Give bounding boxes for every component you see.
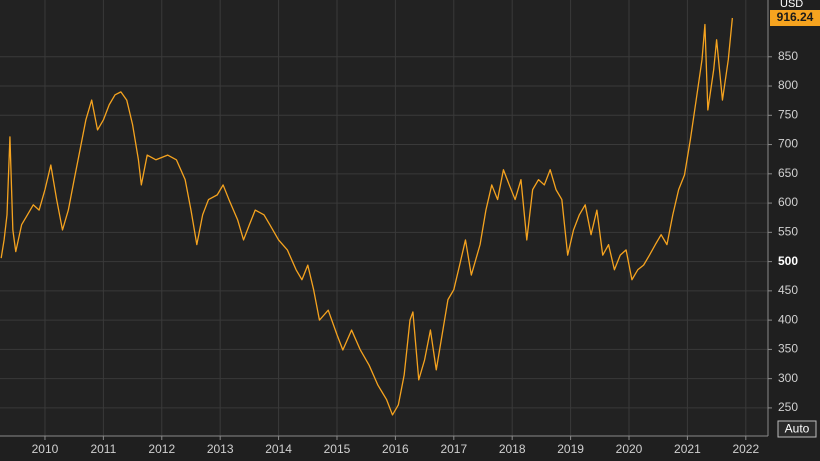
x-tick-label: 2011 [90, 442, 116, 456]
x-tick-label: 2020 [616, 442, 643, 456]
y-tick-label: 350 [778, 342, 798, 356]
x-tick-label: 2015 [324, 442, 351, 456]
y-tick-label: 450 [778, 283, 798, 297]
x-tick-label: 2021 [674, 442, 701, 456]
x-tick-label: 2017 [440, 442, 467, 456]
axis-label: USD [780, 0, 803, 10]
x-tick-label: 2016 [382, 442, 409, 456]
auto-button[interactable] [777, 420, 817, 438]
y-tick-label: 800 [778, 78, 798, 92]
last-value-badge [770, 10, 820, 27]
x-tick-label: 2012 [148, 442, 175, 456]
y-tick-label: 850 [778, 49, 798, 63]
plot-area [0, 0, 768, 436]
x-tick-label: 2018 [499, 442, 526, 456]
y-tick-label: 550 [778, 225, 798, 239]
y-tick-label: 300 [778, 371, 798, 385]
x-tick-label: 2013 [207, 442, 234, 456]
y-tick-label: 400 [778, 312, 798, 326]
x-tick-label: 2010 [32, 442, 59, 456]
last-value-label: 916.24 [777, 10, 814, 24]
y-tick-label: 600 [778, 195, 798, 209]
price-line [0, 17, 734, 416]
y-tick-label: 650 [778, 166, 798, 180]
x-tick-label: 2014 [265, 442, 292, 456]
auto-button-label[interactable]: Auto [785, 422, 810, 436]
x-tick-label: 2019 [557, 442, 584, 456]
y-tick-label: 500 [778, 254, 798, 268]
x-tick-label: 2022 [732, 442, 759, 456]
y-tick-label: 700 [778, 137, 798, 151]
y-tick-label: 750 [778, 107, 798, 121]
grid [0, 0, 768, 436]
y-tick-label: 250 [778, 400, 798, 414]
